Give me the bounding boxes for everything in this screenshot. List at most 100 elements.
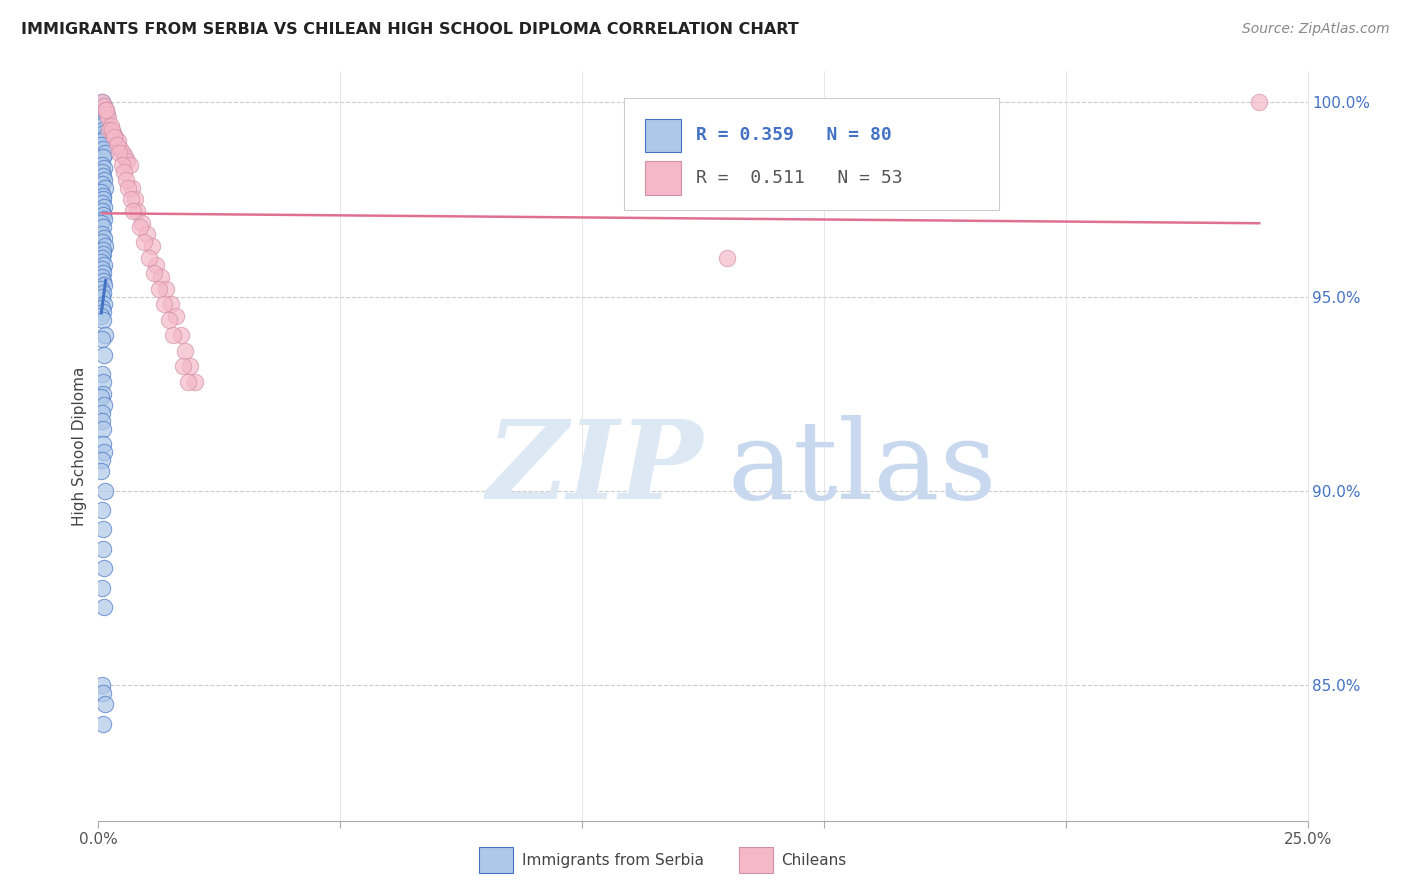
Point: [143, 266, 166, 280]
Bar: [740, 847, 773, 873]
Point: [91, 285, 114, 300]
Point: [91, 95, 114, 110]
Point: [91, 227, 114, 242]
Point: [91, 188, 114, 202]
Point: [111, 145, 134, 160]
Bar: [645, 119, 682, 153]
Point: [91, 386, 114, 401]
Point: [128, 219, 150, 234]
Point: [93, 99, 115, 113]
Point: [93, 297, 115, 311]
Point: [91, 251, 114, 265]
Point: [90, 216, 112, 230]
Point: [93, 161, 115, 176]
Point: [93, 115, 115, 129]
Point: [1249, 95, 1271, 110]
Point: [93, 348, 115, 362]
Point: [162, 328, 184, 343]
Point: [114, 150, 136, 164]
Point: [94, 107, 117, 121]
Text: Immigrants from Serbia: Immigrants from Serbia: [522, 853, 703, 868]
Point: [91, 367, 114, 381]
Point: [150, 270, 173, 285]
Point: [91, 165, 114, 179]
Point: [90, 332, 112, 346]
Point: [91, 208, 114, 222]
Point: [134, 235, 156, 250]
Point: [165, 309, 187, 323]
Point: [177, 375, 200, 389]
Point: [90, 282, 112, 296]
Bar: [479, 847, 513, 873]
Point: [91, 437, 114, 451]
Point: [91, 523, 114, 537]
Point: [90, 503, 112, 517]
Point: [97, 111, 120, 125]
Point: [169, 328, 191, 343]
Point: [157, 313, 180, 327]
Point: [112, 165, 135, 179]
Point: [93, 103, 115, 118]
Point: [101, 127, 124, 141]
Point: [91, 219, 114, 234]
Point: [91, 685, 114, 699]
Point: [93, 231, 115, 245]
Point: [104, 130, 127, 145]
Point: [93, 277, 115, 292]
Text: Chileans: Chileans: [782, 853, 846, 868]
Point: [90, 464, 112, 478]
Text: ZIP: ZIP: [486, 415, 703, 522]
Point: [91, 134, 114, 148]
Point: [117, 153, 139, 168]
Point: [91, 122, 114, 136]
Point: [93, 211, 115, 226]
Point: [91, 247, 114, 261]
Point: [91, 375, 114, 389]
Point: [91, 95, 114, 110]
Point: [91, 270, 114, 285]
Point: [91, 305, 114, 319]
Point: [93, 483, 115, 498]
Point: [93, 99, 115, 113]
Point: [107, 145, 129, 160]
Point: [93, 130, 115, 145]
Point: [91, 581, 114, 595]
Point: [117, 181, 139, 195]
Point: [120, 193, 142, 207]
Point: [91, 313, 114, 327]
Point: [100, 119, 122, 133]
Point: [90, 185, 112, 199]
Point: [90, 262, 112, 277]
Point: [93, 173, 115, 187]
Point: [93, 181, 115, 195]
Point: [91, 716, 114, 731]
Point: [148, 282, 170, 296]
Point: [155, 282, 177, 296]
Point: [111, 157, 134, 171]
Text: atlas: atlas: [727, 415, 997, 522]
Point: [91, 452, 114, 467]
Point: [160, 297, 183, 311]
Point: [93, 127, 115, 141]
Point: [90, 309, 112, 323]
Point: [121, 181, 143, 195]
Point: [135, 227, 157, 242]
Point: [90, 119, 112, 133]
Point: [107, 134, 129, 148]
Point: [93, 239, 115, 253]
Point: [152, 297, 174, 311]
Text: R =  0.511   N = 53: R = 0.511 N = 53: [696, 169, 903, 187]
Point: [94, 103, 117, 118]
Text: Source: ZipAtlas.com: Source: ZipAtlas.com: [1241, 22, 1389, 37]
Point: [91, 243, 114, 257]
Point: [91, 196, 114, 211]
Point: [118, 157, 141, 171]
Point: [91, 150, 114, 164]
Point: [90, 289, 112, 303]
Point: [91, 541, 114, 556]
Point: [90, 204, 112, 219]
Point: [90, 678, 112, 692]
Point: [90, 138, 112, 153]
Point: [93, 328, 115, 343]
Point: [91, 193, 114, 207]
